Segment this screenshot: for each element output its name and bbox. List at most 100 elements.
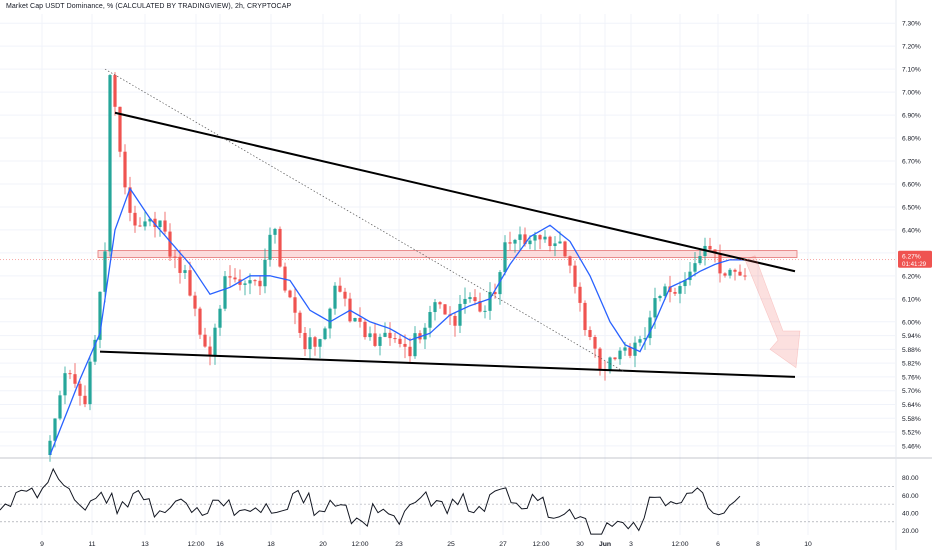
candle[interactable] bbox=[443, 304, 447, 315]
dotted-trendline[interactable] bbox=[104, 68, 626, 373]
candle[interactable] bbox=[378, 336, 382, 346]
candle[interactable] bbox=[648, 317, 652, 339]
candle[interactable] bbox=[683, 280, 687, 287]
lower-trendline[interactable] bbox=[99, 350, 796, 378]
candle[interactable] bbox=[553, 243, 557, 247]
candle[interactable] bbox=[53, 418, 57, 441]
candle[interactable] bbox=[463, 298, 467, 304]
candle[interactable] bbox=[658, 296, 662, 299]
candle[interactable] bbox=[108, 75, 112, 252]
candle[interactable] bbox=[643, 338, 647, 340]
candle[interactable] bbox=[433, 302, 437, 313]
candle[interactable] bbox=[58, 395, 62, 419]
candle[interactable] bbox=[68, 373, 72, 375]
candle[interactable] bbox=[273, 228, 277, 235]
candle[interactable] bbox=[313, 337, 317, 347]
candle[interactable] bbox=[403, 343, 407, 347]
candle[interactable] bbox=[528, 240, 532, 245]
candle[interactable] bbox=[323, 328, 327, 340]
candle[interactable] bbox=[743, 275, 747, 277]
candle[interactable] bbox=[618, 350, 622, 360]
candle[interactable] bbox=[733, 269, 737, 272]
candle[interactable] bbox=[413, 333, 417, 357]
candle[interactable] bbox=[653, 298, 657, 318]
candle[interactable] bbox=[593, 336, 597, 349]
candle[interactable] bbox=[213, 327, 217, 356]
candle[interactable] bbox=[398, 338, 402, 344]
candle[interactable] bbox=[178, 256, 182, 273]
candle[interactable] bbox=[158, 220, 162, 228]
candle[interactable] bbox=[88, 361, 92, 405]
moving-average-line[interactable] bbox=[49, 187, 745, 456]
candle[interactable] bbox=[118, 106, 122, 152]
candle[interactable] bbox=[143, 221, 147, 227]
candle[interactable] bbox=[93, 339, 97, 362]
candle[interactable] bbox=[483, 310, 487, 312]
candle[interactable] bbox=[623, 347, 627, 351]
candle[interactable] bbox=[713, 249, 717, 254]
candle[interactable] bbox=[613, 357, 617, 360]
candle[interactable] bbox=[513, 239, 517, 244]
candle[interactable] bbox=[103, 251, 107, 292]
oscillator-line[interactable] bbox=[0, 467, 741, 535]
candle[interactable] bbox=[308, 337, 312, 350]
candle[interactable] bbox=[393, 338, 397, 340]
candle[interactable] bbox=[183, 270, 187, 273]
candle[interactable] bbox=[588, 330, 592, 337]
candle[interactable] bbox=[673, 292, 677, 294]
candle[interactable] bbox=[493, 291, 497, 295]
candle[interactable] bbox=[548, 236, 552, 247]
candle[interactable] bbox=[353, 318, 357, 322]
candle[interactable] bbox=[498, 272, 502, 295]
candle[interactable] bbox=[678, 286, 682, 294]
candle[interactable] bbox=[123, 151, 127, 188]
candle[interactable] bbox=[478, 301, 482, 312]
candle[interactable] bbox=[228, 276, 232, 278]
last-price-tag[interactable] bbox=[898, 250, 932, 268]
candle[interactable] bbox=[738, 271, 742, 276]
candle[interactable] bbox=[153, 218, 157, 228]
candle[interactable] bbox=[48, 440, 52, 455]
candle[interactable] bbox=[268, 234, 272, 260]
candle[interactable] bbox=[218, 308, 222, 328]
candle[interactable] bbox=[298, 312, 302, 333]
candle[interactable] bbox=[278, 228, 282, 267]
candle[interactable] bbox=[598, 348, 602, 369]
candle[interactable] bbox=[578, 286, 582, 303]
candle[interactable] bbox=[568, 256, 572, 266]
candle[interactable] bbox=[543, 236, 547, 240]
candle[interactable] bbox=[373, 333, 377, 346]
candle[interactable] bbox=[423, 327, 427, 340]
candle[interactable] bbox=[163, 220, 167, 232]
candle[interactable] bbox=[383, 332, 387, 337]
candle[interactable] bbox=[193, 295, 197, 309]
candle[interactable] bbox=[343, 291, 347, 299]
candle[interactable] bbox=[258, 280, 262, 287]
candle[interactable] bbox=[173, 256, 177, 258]
candle[interactable] bbox=[83, 395, 87, 405]
projection-arrow[interactable] bbox=[744, 255, 801, 369]
candle[interactable] bbox=[128, 187, 132, 213]
candle[interactable] bbox=[693, 263, 697, 272]
candle[interactable] bbox=[723, 273, 727, 276]
candle[interactable] bbox=[78, 383, 82, 396]
candle[interactable] bbox=[503, 242, 507, 273]
candle[interactable] bbox=[148, 218, 152, 222]
candle[interactable] bbox=[358, 318, 362, 322]
candle[interactable] bbox=[728, 269, 732, 276]
candle[interactable] bbox=[338, 285, 342, 292]
candle[interactable] bbox=[288, 290, 292, 298]
candle[interactable] bbox=[453, 315, 457, 326]
candle[interactable] bbox=[573, 265, 577, 287]
candle[interactable] bbox=[328, 308, 332, 329]
upper-trendline[interactable] bbox=[114, 111, 796, 273]
candle[interactable] bbox=[73, 374, 77, 384]
candle[interactable] bbox=[583, 302, 587, 331]
resistance-zone[interactable] bbox=[97, 250, 798, 258]
candle[interactable] bbox=[223, 276, 227, 309]
candle[interactable] bbox=[168, 231, 172, 257]
candle[interactable] bbox=[113, 75, 117, 107]
candle[interactable] bbox=[523, 234, 527, 245]
candle[interactable] bbox=[518, 234, 522, 240]
